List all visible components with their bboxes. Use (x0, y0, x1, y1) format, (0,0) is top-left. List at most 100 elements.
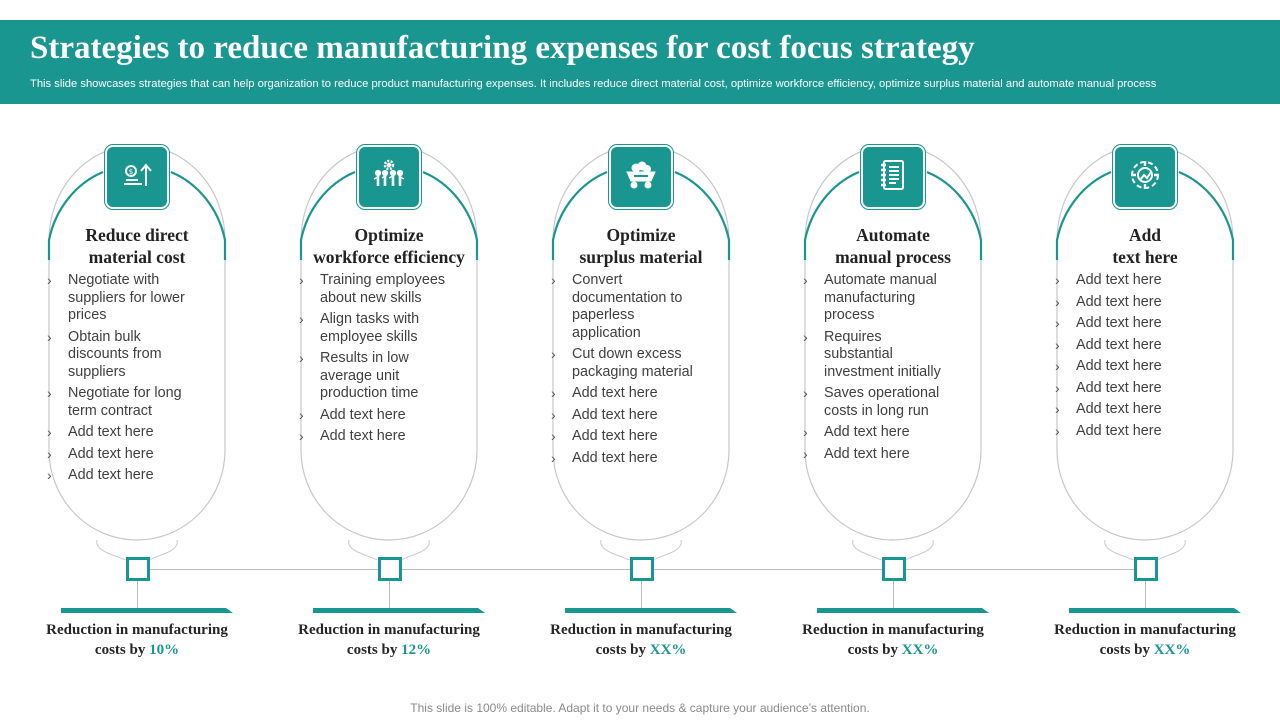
result-line: Reduction in manufacturing (802, 622, 984, 638)
chevron-right-icon: › (803, 445, 808, 462)
card-outline (47, 144, 227, 560)
chevron-right-icon: › (299, 272, 304, 288)
bullet-text: Add text here (1076, 315, 1162, 331)
bullet-item: › Training employees about new skills (299, 272, 449, 307)
chevron-right-icon: › (299, 311, 304, 327)
result-value: 12% (401, 642, 432, 658)
bullet-list: › Convert documentation to paperless appl… (551, 272, 701, 471)
strategy-icon-box: $ (107, 147, 167, 207)
bullet-item: › Add text here (47, 424, 197, 442)
timeline-marker (378, 557, 402, 581)
result-bar (313, 608, 485, 613)
bullet-item: › Automate manual manufacturing process (803, 272, 953, 325)
strategy-column: Add text here › Add text here › Add text he… (1019, 0, 1271, 720)
card-title: Optimize surplus material (541, 224, 741, 268)
result-line: Reduction in manufacturing (46, 622, 228, 638)
bullet-text: Add text here (824, 445, 910, 462)
result-prefix: costs by (1099, 642, 1150, 658)
timeline-marker (882, 557, 906, 581)
chevron-right-icon: › (803, 272, 808, 288)
result-text: Reduction in manufacturing costs by XX% (521, 620, 761, 660)
bullet-item: › Convert documentation to paperless appl… (551, 272, 701, 342)
chevron-right-icon: › (47, 467, 52, 483)
bullet-item: › Add text here (551, 407, 701, 425)
chevron-right-icon: › (803, 385, 808, 401)
chevron-right-icon: › (47, 385, 52, 401)
chevron-right-icon: › (1055, 401, 1060, 417)
chevron-right-icon: › (1055, 272, 1060, 288)
card-outline (299, 144, 479, 560)
bullet-item: › Requires substantial investment initial… (803, 329, 953, 382)
chevron-right-icon: › (551, 406, 556, 423)
card-outline (551, 144, 731, 560)
result-line2: costs by XX% (521, 640, 761, 660)
chevron-right-icon: › (1055, 358, 1060, 374)
bullet-text: Add text here (1076, 293, 1162, 310)
strategy-column: Optimize surplus material › Convert docum… (515, 0, 767, 720)
timeline-stem (893, 581, 894, 609)
strategy-column: $ Reduce direct material cost › Negotiate… (11, 0, 263, 720)
bullet-item: › Add text here (1055, 380, 1205, 398)
card-title-line: Add (1128, 225, 1162, 245)
card-title-line: workforce efficiency (313, 247, 465, 267)
result-line2: costs by 12% (269, 640, 509, 660)
result-prefix: costs by (595, 642, 646, 658)
result-line2: costs by 10% (17, 640, 257, 660)
timeline-marker (630, 557, 654, 581)
bullet-list: › Automate manual manufacturing process › R… (803, 272, 953, 467)
strategy-icon-box (359, 147, 419, 207)
card-title: Reduce direct material cost (37, 224, 237, 268)
chevron-right-icon: › (551, 272, 556, 288)
bullet-text: Negotiate with suppliers for lower price… (68, 272, 185, 323)
result-text: Reduction in manufacturing costs by 10% (17, 620, 257, 660)
bullet-item: › Obtain bulk discounts from suppliers (47, 329, 197, 382)
bullet-list: › Add text here › Add text here › Add text he… (1055, 272, 1205, 444)
bullet-item: › Add text here (803, 446, 953, 464)
card-outline (803, 144, 983, 560)
bullet-item: › Cut down excess packaging material (551, 346, 701, 381)
bullet-text: Add text here (68, 467, 154, 483)
bullet-item: › Add text here (1055, 401, 1205, 419)
card-title-line: Optimize (354, 225, 424, 245)
result-value: XX% (901, 642, 939, 658)
result-line: Reduction in manufacturing (298, 622, 480, 638)
mine-cart-icon (622, 160, 660, 195)
result-bar (61, 608, 233, 613)
bullet-item: › Add text here (803, 424, 953, 442)
bullet-text: Add text here (1076, 336, 1162, 353)
result-line: Reduction in manufacturing (550, 622, 732, 638)
bullet-text: Results in low average unit production t… (320, 350, 419, 401)
bullet-text: Automate manual manufacturing process (824, 272, 937, 323)
result-bar (817, 608, 989, 613)
bullet-text: Obtain bulk discounts from suppliers (68, 328, 162, 380)
bullet-item: › Negotiate for long term contract (47, 385, 197, 420)
footer-note: This slide is 100% editable. Adapt it to… (410, 701, 870, 715)
chevron-right-icon: › (1055, 422, 1060, 439)
chevron-right-icon: › (299, 350, 304, 366)
bullet-item: › Add text here (551, 428, 701, 446)
result-text: Reduction in manufacturing costs by 12% (269, 620, 509, 660)
card-title-line: Optimize (606, 225, 676, 245)
result-line2: costs by XX% (773, 640, 1013, 660)
bullet-text: Add text here (1076, 272, 1162, 288)
bullet-item: › Add text here (1055, 315, 1205, 333)
timeline-stem (641, 581, 642, 609)
bullet-item: › Negotiate with suppliers for lower pric… (47, 272, 197, 325)
chevron-right-icon: › (47, 328, 52, 345)
chevron-right-icon: › (803, 328, 808, 345)
card-title-line: surplus material (579, 247, 703, 267)
card-title-line: Reduce direct (85, 225, 189, 245)
card-title-line: text here (1112, 247, 1178, 267)
bullet-text: Requires substantial investment initiall… (824, 328, 941, 380)
chevron-right-icon: › (551, 385, 556, 401)
chevron-right-icon: › (803, 424, 808, 440)
strategy-column: Optimize workforce efficiency › Training … (263, 0, 515, 720)
result-bar (565, 608, 737, 613)
card-outline (1055, 144, 1235, 560)
page-subtitle: This slide showcases strategies that can… (30, 78, 1157, 90)
header-banner: Strategies to reduce manufacturing expen… (0, 20, 1280, 104)
chevron-right-icon: › (551, 449, 556, 466)
chevron-right-icon: › (47, 424, 52, 440)
bullet-item: › Add text here (299, 407, 449, 425)
bullet-text: Saves operational costs in long run (824, 385, 940, 419)
